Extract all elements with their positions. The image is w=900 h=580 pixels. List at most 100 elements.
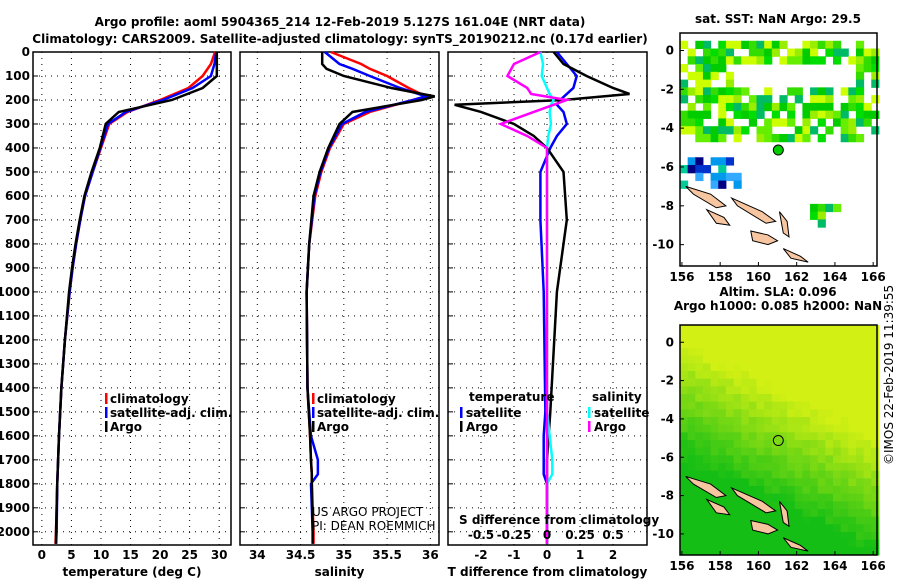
map-cell [748, 48, 758, 57]
map-cell [817, 102, 826, 112]
map-cell [863, 539, 872, 548]
map-cell [787, 386, 796, 395]
map-cell [748, 478, 758, 487]
map-cell [680, 524, 689, 533]
map-cell [771, 524, 780, 533]
map-cell [733, 340, 742, 349]
map-cell [794, 478, 803, 487]
map-cell [687, 532, 696, 541]
map-frame [679, 324, 878, 556]
map-cell [855, 455, 865, 464]
map-cell [817, 203, 826, 213]
map-cell [680, 79, 689, 88]
map-cell [687, 355, 696, 364]
map-cell [687, 401, 696, 410]
map-cell [680, 64, 689, 73]
legend-label: Argo [110, 420, 142, 434]
map-cell [718, 394, 727, 403]
map-cell [863, 470, 872, 479]
map-cell [725, 340, 735, 349]
map-cell [817, 478, 826, 487]
map-cell [855, 470, 865, 479]
map-cell [764, 516, 773, 525]
panel-salinity: 34 34.5 35 35.5 36 salinity climatologysatelli… [239, 50, 440, 579]
map-cell [718, 378, 727, 387]
map-cell [771, 409, 780, 418]
map-cell [863, 102, 872, 112]
map-cell [817, 87, 826, 96]
map-cell [833, 325, 842, 334]
map-cell [680, 547, 689, 556]
map-cell [871, 478, 880, 487]
map-cell [725, 332, 735, 341]
map-cell [802, 409, 811, 418]
map-cell [710, 87, 719, 96]
map-cell [810, 348, 819, 357]
map-cell [725, 118, 735, 127]
map-cell [871, 440, 880, 449]
map-cell [718, 133, 727, 143]
map-cell [710, 332, 719, 341]
map-cell [756, 394, 765, 403]
map-cell [725, 386, 735, 395]
map-cell [863, 447, 872, 456]
map-cell [810, 340, 819, 349]
map-cell [764, 486, 773, 495]
map-cell [702, 424, 712, 433]
map-cell [787, 509, 796, 518]
map-cell [825, 40, 834, 50]
map-cell [718, 325, 727, 334]
map-cell [817, 486, 826, 495]
map-cell [840, 501, 849, 510]
map-cell [771, 478, 780, 487]
y-tick-label: 1600 [0, 429, 30, 443]
map-cell [787, 516, 796, 525]
map-cell [810, 478, 819, 487]
map-cell [787, 87, 796, 96]
map-cell [802, 501, 811, 510]
map-cell [680, 378, 689, 387]
map-cell [756, 401, 765, 410]
legend-title-salinity: salinity [592, 390, 642, 404]
map-cell [748, 417, 758, 426]
map-cell [810, 211, 819, 220]
map-cell [848, 417, 857, 426]
map-cell [848, 470, 857, 479]
map-cell [764, 547, 773, 556]
map-cell [848, 87, 857, 96]
map-cell [771, 470, 780, 479]
map-cell [733, 102, 742, 112]
island-land [778, 501, 790, 528]
x-axis-label: T difference from climatology [448, 565, 648, 579]
map-cell [810, 401, 819, 410]
map-cell [741, 447, 750, 456]
map-cell [802, 463, 811, 472]
map-cell [787, 547, 796, 556]
map-cell [680, 493, 689, 502]
map-cell [764, 409, 773, 418]
map-cell [733, 95, 742, 104]
map-cell [825, 516, 834, 525]
map-cell [718, 165, 727, 174]
map-cell [840, 470, 849, 479]
lat-tick-label: -8 [661, 489, 674, 503]
map-cell [779, 547, 788, 556]
map-cell [810, 547, 819, 556]
map-cell [687, 463, 696, 472]
map-cell [771, 394, 780, 403]
map-cell [741, 126, 750, 135]
map-cell [687, 516, 696, 525]
map-cell [687, 157, 696, 166]
map-cell [802, 102, 811, 112]
map-cell [817, 386, 826, 395]
legend-label: Argo [466, 420, 498, 434]
map-cell [680, 424, 689, 433]
map-cell [725, 325, 735, 334]
map-cell [779, 95, 788, 104]
map-cell [718, 371, 727, 380]
map-cell [702, 56, 712, 65]
map-cell [725, 40, 735, 50]
map-cell [710, 455, 719, 464]
map-cell [855, 363, 865, 372]
map-cell [833, 340, 842, 349]
